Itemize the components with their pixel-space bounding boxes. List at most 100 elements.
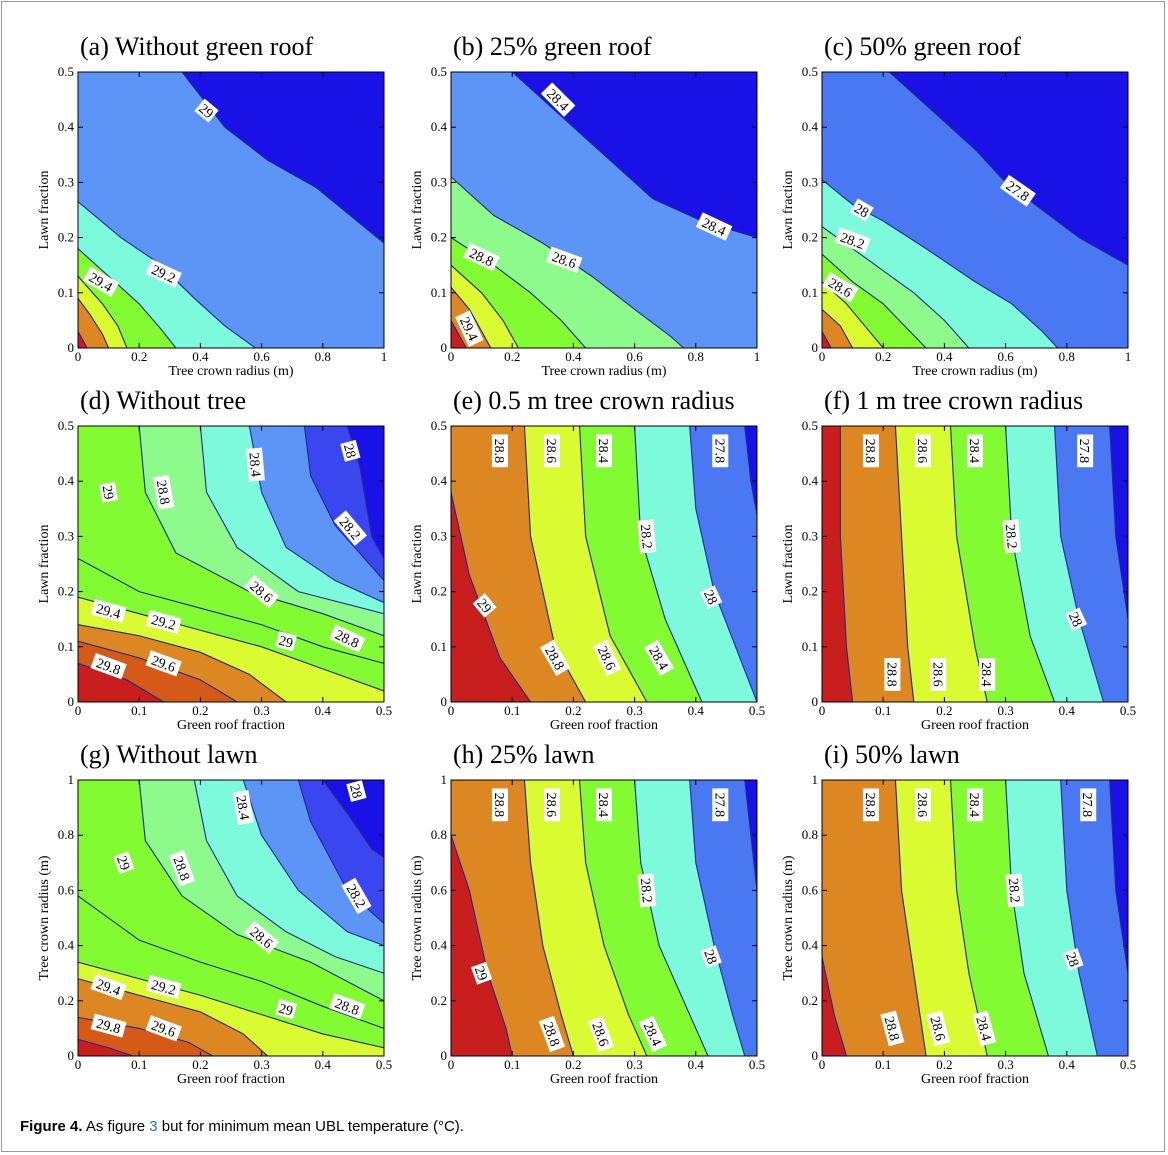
panel-e-title: (e) 0.5 m tree crown radius [453, 386, 735, 415]
panel-a-contour-line-4 [78, 297, 110, 348]
panel-f-contour-line-5 [839, 426, 854, 702]
panel-c-y-axis-label: Lawn fraction [781, 171, 796, 250]
panel-d-contour-label-6: 29.4 [90, 598, 127, 623]
panel-f-xtick-label: 0.5 [1120, 703, 1136, 718]
contour-label-bg [194, 98, 219, 123]
contour-label-bg [246, 447, 265, 482]
panel-a-ytick-label: 0.2 [58, 230, 74, 245]
panel-b: 28.428.428.628.829.40 0.2 0.4 0.6 0.8 1 0 0.1 0.… [410, 32, 760, 379]
panel-b-axes-frame [450, 71, 758, 349]
panel-b-xtick-label: 1 [754, 349, 761, 364]
panel-f-contour-line-2 [1005, 426, 1056, 702]
panel-g-contour-line-9 [78, 1038, 134, 1056]
contour-label-text: 28.8 [491, 439, 506, 464]
panel-d-ytick-label: 0.2 [58, 584, 74, 599]
panel-f: 28.8 28.6 28.4 27.8 28.2 28 28.8 28.6 28.4 0 0.1 0.… [781, 386, 1136, 733]
panel-h-contour-label-6: 29 [471, 961, 493, 985]
panel-i-contour-label-5: 28 [1062, 948, 1084, 971]
panel-e-band-6 [451, 492, 531, 702]
panel-h-ytick-label: 0 [441, 1048, 448, 1063]
panel-g-contour-label-8: 29 [275, 998, 298, 1020]
contour-label-bg [862, 434, 879, 468]
panel-f-xtick-label: 0.3 [997, 703, 1013, 718]
panel-b-ytick-label: 0.1 [431, 285, 447, 300]
panel-d-ytick-label: 0.1 [58, 639, 74, 654]
panel-h-xtick-label: 0.5 [749, 1057, 765, 1072]
panel-f-ytick-label: 0.1 [802, 639, 818, 654]
panel-g-contour-label-0: 28 [346, 780, 367, 802]
contour-label-bg [1077, 434, 1094, 468]
figure-caption: Figure 4. As figure 3 but for minimum me… [20, 1118, 464, 1135]
contour-label-text: 28 [700, 948, 719, 966]
panel-b-contour-label-0: 28.4 [540, 82, 576, 117]
panel-a-contour-line-2 [78, 248, 177, 348]
panel-a-contour-label-0: 29 [194, 98, 219, 123]
contour-label-bg [145, 609, 182, 634]
contour-label-text: 27.8 [711, 439, 726, 464]
panel-e-contour-label-2: 28.4 [595, 434, 612, 468]
panel-i-ytick-label: 0 [812, 1048, 819, 1063]
panel-d-contour-label-7: 29.2 [145, 609, 182, 634]
panel-h-xtick-label: 0.4 [688, 1057, 705, 1072]
panel-d-xtick-label: 0.3 [253, 703, 269, 718]
panel-i-contour-label-7: 28.6 [926, 1010, 951, 1047]
panel-e-contour-label-5: 28 [699, 585, 723, 609]
contour-label-text: 28.4 [966, 439, 981, 464]
contour-label-bg [972, 1010, 997, 1047]
contour-label-bg [113, 851, 135, 875]
contour-label-bg [862, 788, 879, 822]
contour-label-bg [1064, 607, 1088, 631]
contour-label-text: 28.6 [543, 793, 558, 818]
panel-c-band-6 [822, 309, 853, 348]
panel-d-x-axis-label: Green roof fraction [177, 718, 285, 733]
figure-reference-link[interactable]: 3 [149, 1118, 158, 1135]
panel-i: 28.8 28.6 28.4 27.8 28.2 28 28.8 28.6 28.4 0 0.1 0.… [781, 740, 1136, 1087]
panel-d-band-10 [78, 663, 164, 702]
panel-a-axes-frame [77, 71, 385, 349]
panel-d-contour-line-6 [78, 596, 384, 692]
panel-h-ytick-label: 0.6 [431, 882, 448, 897]
contour-label-bg [596, 434, 612, 468]
panel-d-contour-line-7 [78, 624, 287, 702]
panel-i-contour-label-6: 28.8 [880, 1010, 905, 1047]
panel-b-ytick-label: 0 [441, 340, 448, 355]
panel-d-title: (d) Without tree [80, 386, 246, 415]
panel-a-ytick-label: 0.4 [58, 119, 75, 134]
panel-b-title: (b) 25% green roof [453, 32, 652, 61]
panel-g-ytick-label: 1 [68, 772, 75, 787]
panel-g-contour-label-10: 29.8 [90, 1013, 127, 1038]
panel-c-contour-label-1: 28 [849, 198, 874, 222]
contour-label-text: 28.8 [862, 793, 877, 818]
panel-f-x-axis-label: Green roof fraction [921, 718, 1029, 733]
panel-i-contour-label-4: 28.2 [1005, 873, 1025, 908]
panel-c-xtick-label: 0.4 [936, 349, 953, 364]
panel-f-contour-line-4 [894, 426, 915, 702]
panel-i-xtick-label: 0.3 [997, 1057, 1013, 1072]
contour-label-text: 27.8 [1079, 793, 1094, 818]
contour-label-bg [455, 310, 484, 347]
panel-h-contour-label-5: 28 [700, 945, 722, 969]
panel-e-y-axis-label: Lawn fraction [410, 525, 425, 604]
contour-label-bg [346, 780, 367, 802]
panel-e-ytick-label: 0 [441, 694, 448, 709]
panel-f-xtick-label: 0.2 [936, 703, 952, 718]
panel-h-xtick-label: 0.2 [565, 1057, 581, 1072]
contour-label-bg [699, 585, 723, 609]
contour-label-bg [90, 652, 127, 680]
panel-a-band-5 [78, 298, 109, 348]
panel-a-ytick-label: 0.1 [58, 285, 74, 300]
panel-i-contour-line-1 [1060, 780, 1098, 1056]
panel-i-ytick-label: 1 [812, 772, 819, 787]
panel-h-title: (h) 25% lawn [453, 740, 595, 769]
contour-label-text: 28 [1065, 610, 1085, 629]
panel-e-ytick-label: 0.4 [431, 473, 448, 488]
contour-label-text: 28 [340, 443, 358, 460]
panel-f-contour-label-1: 28.6 [914, 434, 931, 468]
panel-d-ytick-label: 0.3 [58, 528, 74, 543]
panel-c-xtick-label: 1 [1125, 349, 1132, 364]
